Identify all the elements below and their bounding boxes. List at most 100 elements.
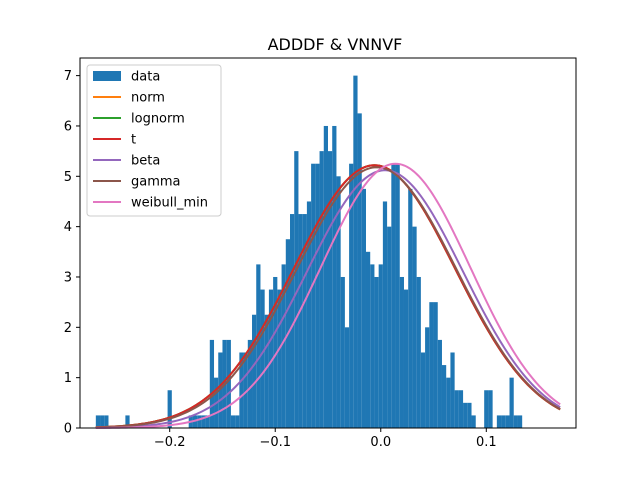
histogram-bar	[395, 163, 400, 428]
histogram-bar	[298, 214, 303, 428]
x-tick-label: 0.0	[370, 435, 391, 450]
y-tick-label: 3	[64, 270, 72, 285]
fit-line-gamma	[95, 166, 561, 429]
histogram-bar	[243, 352, 248, 428]
legend-label-lognorm: lognorm	[131, 112, 185, 127]
histogram-bar	[425, 327, 430, 428]
histogram-bar	[399, 276, 404, 428]
histogram-bar	[365, 251, 371, 428]
histogram-bar	[517, 415, 523, 428]
histogram-bar	[441, 365, 447, 428]
histogram-bar	[306, 201, 312, 428]
histogram-bar	[370, 264, 375, 428]
histogram-bar	[458, 390, 464, 428]
y-tick-label: 6	[64, 119, 72, 134]
histogram-bar	[382, 201, 388, 428]
fit-curves	[95, 162, 561, 429]
histogram-bar	[264, 314, 269, 428]
histogram-bar	[201, 415, 206, 428]
y-axis-ticks: 0 1 2 3 4 5 6 7	[64, 69, 80, 437]
histogram-bar	[239, 352, 244, 428]
histogram-bar	[197, 415, 202, 428]
plot-frame	[79, 57, 577, 429]
histogram-bar	[403, 289, 409, 428]
histogram-bar	[353, 75, 358, 428]
histogram-bar	[446, 377, 451, 428]
legend-label-norm: norm	[131, 91, 165, 106]
histogram-bar	[328, 151, 333, 428]
histogram-bar	[311, 163, 316, 428]
y-tick-label: 1	[64, 371, 72, 386]
histogram-bar	[268, 289, 274, 428]
histogram-bar	[235, 415, 240, 428]
legend-label-beta: beta	[131, 154, 160, 169]
legend-box	[86, 64, 222, 217]
histogram-bar	[230, 415, 236, 428]
histogram-bar	[125, 415, 130, 428]
histogram-bar	[484, 390, 489, 428]
y-tick-label: 2	[64, 321, 72, 336]
histogram-bar	[332, 125, 337, 429]
legend-label-gamma: gamma	[131, 175, 181, 190]
histogram-bar	[315, 163, 320, 428]
histogram-bar	[488, 390, 493, 428]
histogram-bar	[192, 415, 198, 428]
histogram-bar	[429, 302, 434, 428]
histogram-bar	[513, 415, 518, 428]
histogram-bar	[290, 214, 295, 428]
y-tick-label: 5	[64, 170, 72, 185]
histogram-bar	[100, 415, 105, 428]
histogram-bar	[273, 276, 278, 428]
y-tick-label: 0	[64, 422, 72, 437]
histogram-bar	[336, 176, 341, 428]
histogram-bar	[167, 390, 172, 428]
x-axis-ticks: −0.2 −0.1 0.0 0.1	[154, 428, 497, 450]
legend: data norm lognorm t beta gamma weibull_min	[86, 64, 222, 217]
fit-line-beta	[95, 169, 561, 429]
histogram-bar	[205, 415, 210, 428]
histogram-bar	[416, 276, 421, 428]
x-tick-label: −0.2	[154, 435, 186, 450]
histogram-bar	[433, 302, 438, 428]
histogram-bar	[450, 352, 455, 428]
histogram-bar	[387, 226, 392, 428]
legend-label-t: t	[131, 133, 136, 148]
histogram-bar	[104, 415, 109, 428]
x-tick-label: −0.1	[259, 435, 291, 450]
chart-title: ADDDF & VNNVF	[268, 35, 403, 54]
histogram-bar	[408, 188, 413, 428]
histogram-bar	[252, 314, 257, 428]
histogram-bar	[463, 402, 468, 428]
histogram-bar	[509, 377, 514, 428]
histogram-bar	[256, 264, 261, 428]
histogram-bar	[454, 390, 459, 428]
histogram-bar	[391, 163, 396, 428]
histogram-bar	[437, 339, 442, 428]
histogram-bar	[420, 352, 426, 428]
histogram-bar	[277, 289, 282, 428]
histogram-bar	[302, 214, 307, 428]
histogram-bar	[471, 415, 476, 428]
histogram-bar	[501, 415, 506, 428]
histogram-bar	[361, 188, 366, 428]
histogram-bar	[412, 226, 417, 428]
legend-swatch-data	[93, 71, 121, 81]
histogram-bar	[357, 113, 362, 429]
histogram-bar	[374, 276, 379, 428]
histogram-bar	[349, 163, 354, 428]
legend-label-weibull-min: weibull_min	[131, 196, 208, 211]
histogram-bar	[344, 327, 350, 428]
histogram-bar	[260, 289, 265, 428]
fit-line-weibull-min	[95, 162, 561, 429]
histogram-bar	[294, 151, 299, 428]
histogram-bar	[323, 125, 328, 429]
histogram-bar	[319, 151, 324, 428]
histogram-bar	[496, 415, 502, 428]
histogram-bar	[340, 276, 345, 428]
histogram-bar	[378, 264, 383, 428]
histogram-bar	[467, 402, 472, 428]
histogram-bar	[95, 415, 101, 428]
histogram-bar	[218, 352, 223, 428]
